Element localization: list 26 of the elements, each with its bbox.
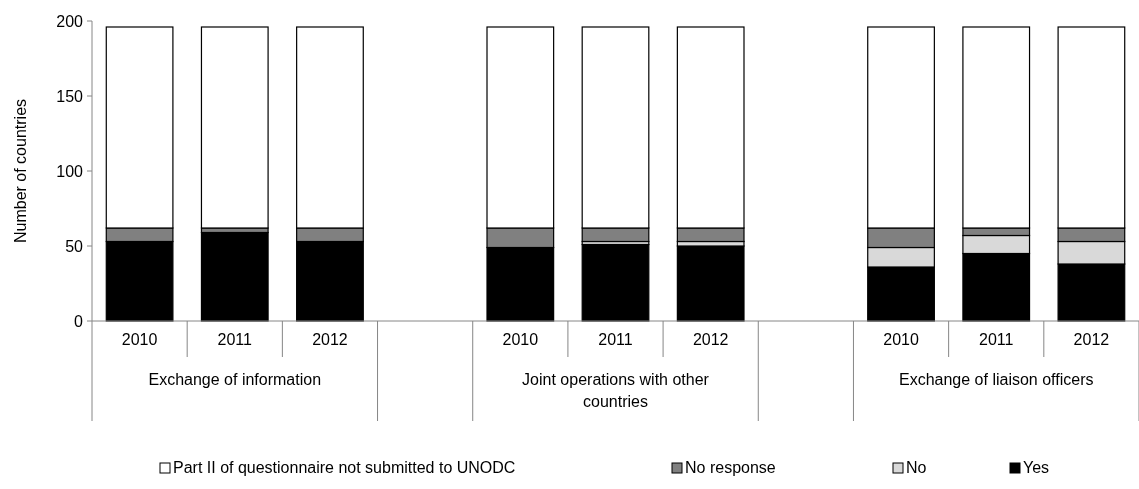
- x-tick-label: 2010: [121, 331, 158, 348]
- legend-label: Part II of questionnaire not submitted to UNODC: [173, 459, 516, 476]
- text: Joint operations with other countries: [522, 371, 710, 410]
- x-tick-label: 2011: [979, 331, 1014, 348]
- y-tick-label: 100: [56, 162, 84, 180]
- text: Exchange of liaison officers: [898, 371, 1094, 388]
- bar: [200, 231, 269, 322]
- x-tick-label: 2012: [312, 331, 348, 348]
- x-tick-label: 2012: [1073, 331, 1110, 348]
- x-tick-label: 2012: [692, 331, 729, 348]
- x-tick-label: 2011: [598, 331, 633, 348]
- y-tick-label: 150: [56, 87, 84, 105]
- bar: [581, 243, 650, 322]
- y-tick-label: 50: [65, 237, 84, 255]
- x-tick-label: 2010: [883, 331, 919, 348]
- text: Exchange of information: [148, 371, 322, 388]
- x-tick-label: 2010: [502, 331, 539, 348]
- y-tick-label: 0: [74, 312, 84, 330]
- x-tick-label: 2011: [217, 331, 253, 348]
- bar: [200, 26, 269, 229]
- legend-label: No response: [685, 459, 776, 476]
- y-axis-title: Number of countries: [12, 98, 29, 244]
- y-tick-label: 200: [56, 12, 84, 30]
- legend-label: Yes: [1023, 459, 1050, 476]
- legend-label: No: [906, 459, 927, 476]
- bar: [676, 245, 745, 322]
